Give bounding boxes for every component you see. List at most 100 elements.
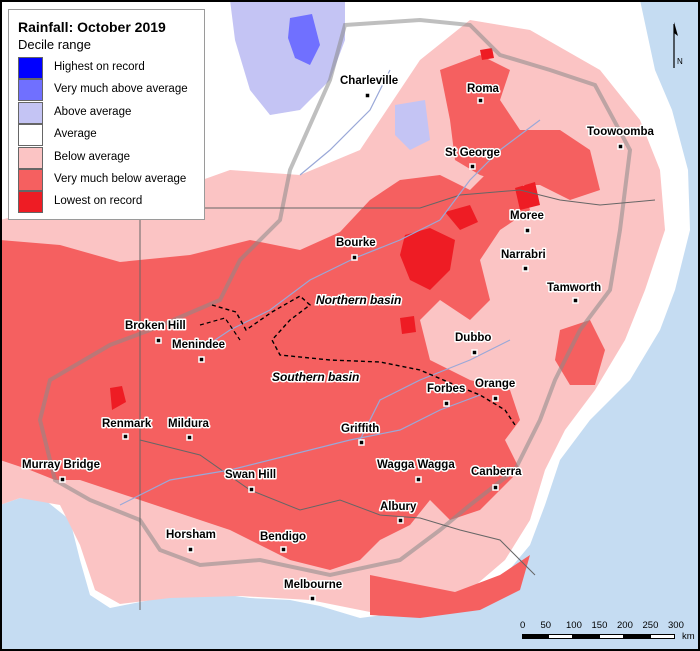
northern-basin-outline — [211, 295, 516, 426]
very-much-below-average-east — [555, 320, 605, 385]
town-canberra: Canberra — [470, 465, 524, 491]
state-border-qld-nsw — [140, 189, 656, 209]
scale-segment — [624, 634, 650, 639]
scale-segment — [649, 634, 675, 639]
legend-item: Highest on record — [18, 57, 203, 79]
legend-swatch — [18, 101, 43, 124]
town-label: Mildura — [168, 418, 209, 430]
legend-label: Average — [54, 128, 97, 141]
town-label: Wagga Wagga — [377, 459, 455, 471]
town-label: Narrabri — [501, 249, 546, 261]
town-label: Roma — [467, 83, 500, 95]
town-renmark: Renmark — [101, 417, 153, 440]
town-murray-bridge: Murray Bridge — [21, 458, 101, 483]
lowest-on-record-patch-1 — [400, 228, 455, 290]
legend-subtitle: Decile range — [18, 37, 91, 52]
very-much-below-average-north — [440, 55, 600, 200]
legend-label: Highest on record — [54, 61, 145, 73]
town-st-george: St George — [444, 146, 501, 170]
legend-swatch — [18, 124, 43, 147]
town-label: Dubbo — [455, 332, 491, 344]
town-label: Griffith — [341, 423, 379, 435]
scale-segment — [547, 634, 573, 639]
town-label: Toowoomba — [587, 126, 654, 138]
town-swan-hill: Swan Hill — [224, 468, 278, 493]
town-toowoomba: Toowoomba — [586, 125, 656, 150]
legend-item: Lowest on record — [18, 191, 203, 214]
legend-label: Lowest on record — [54, 195, 143, 208]
scale-tick-label: 50 — [540, 620, 552, 631]
town-broken-hill: Broken Hill — [124, 319, 187, 344]
above-average-region-2 — [395, 100, 430, 150]
lowest-on-record-patch-2 — [445, 205, 478, 230]
town-dubbo: Dubbo — [454, 331, 493, 356]
town-label: Albury — [380, 501, 417, 513]
scale-segment — [598, 634, 624, 639]
town-orange: Orange — [474, 377, 517, 402]
town-horsham: Horsham — [165, 528, 217, 553]
state-border-vic-nsw — [139, 439, 536, 576]
town-label: Murray Bridge — [22, 459, 100, 471]
town-roma: Roma — [466, 82, 501, 104]
town-label: Menindee — [172, 339, 225, 351]
legend-label: Very much above average — [54, 83, 188, 96]
scale-bar: 0 50 100 150 200 250 300 km — [520, 620, 697, 648]
legend-label: Very much below average — [54, 173, 187, 185]
town-bendigo: Bendigo — [259, 530, 308, 553]
scale-unit: km — [682, 631, 695, 642]
legend-swatch — [18, 79, 43, 102]
lowest-on-record-patch-5 — [480, 48, 494, 60]
town-label: Broken Hill — [125, 320, 186, 332]
scale-segment — [573, 634, 599, 639]
town-label: Bendigo — [260, 531, 306, 543]
town-bourke: Bourke — [335, 236, 377, 261]
town-label: Tamworth — [547, 282, 601, 294]
legend-swatch — [18, 57, 43, 79]
scale-tick-label: 100 — [566, 620, 582, 631]
above-average-region — [230, 0, 345, 115]
legend-label: Below average — [54, 150, 131, 163]
north-arrow-icon: N — [665, 20, 687, 70]
town-label: Orange — [475, 378, 515, 390]
town-label: Bourke — [336, 237, 376, 249]
southern-basin-label: Southern basin — [272, 370, 359, 384]
scale-segment — [522, 634, 548, 639]
town-label: Swan Hill — [225, 469, 276, 481]
town-label: Moree — [510, 210, 544, 222]
legend: Rainfall: October 2019 Decile range High… — [8, 9, 205, 220]
town-menindee: Menindee — [171, 338, 227, 363]
legend-item: Very much above average — [18, 79, 203, 102]
scale-tick-label: 150 — [591, 620, 608, 631]
legend-swatch — [18, 191, 43, 214]
legend-swatch — [18, 146, 43, 169]
basin-boundary — [37, 17, 633, 578]
town-tamworth: Tamworth — [546, 281, 603, 304]
legend-item: Very much below average — [18, 169, 203, 191]
legend-item: Average — [18, 124, 203, 147]
town-label: St George — [445, 147, 500, 159]
town-narrabri: Narrabri — [500, 248, 547, 272]
legend-swatch — [18, 169, 43, 191]
legend-title: Rainfall: October 2019 — [18, 19, 166, 35]
scale-tick-label: 300 — [668, 620, 684, 631]
town-label: Renmark — [102, 418, 152, 430]
lowest-on-record-patch-4 — [110, 386, 126, 410]
very-much-above-average-region — [288, 14, 320, 65]
town-label: Forbes — [427, 383, 465, 395]
town-label: Horsham — [166, 529, 216, 541]
north-label: N — [677, 57, 683, 66]
town-forbes: Forbes — [426, 382, 467, 407]
very-much-below-average-region — [0, 160, 530, 570]
scale-tick-label: 200 — [617, 620, 633, 631]
town-label: Melbourne — [284, 579, 342, 591]
very-much-below-average-coast — [370, 555, 530, 618]
northern-basin-label: Northern basin — [316, 293, 401, 307]
rivers — [119, 69, 541, 506]
town-moree: Moree — [509, 209, 545, 234]
town-wagga-wagga: Wagga Wagga — [376, 458, 457, 483]
town-albury: Albury — [379, 500, 419, 524]
scale-tick-label: 250 — [642, 620, 659, 631]
lowest-on-record-patch-3 — [515, 182, 540, 210]
